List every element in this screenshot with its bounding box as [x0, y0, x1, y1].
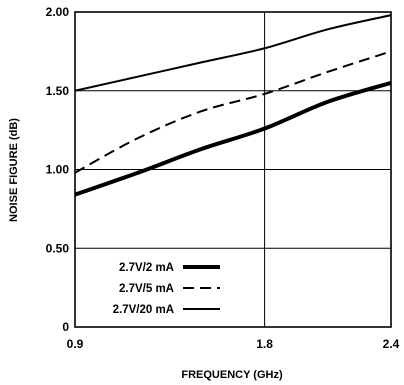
- series-line-3: [74, 14, 392, 92]
- legend-label: 2.7V/5 mA: [119, 283, 174, 295]
- grid-lines: [75, 12, 391, 327]
- y-tick-label: 2.00: [46, 5, 70, 19]
- y-tick-label: 0.50: [46, 241, 70, 255]
- series-line-2: [74, 50, 392, 174]
- series-line-1: [74, 80, 392, 197]
- legend-label: 2.7V/20 mA: [113, 304, 174, 316]
- y-axis-title: NOISE FIGURE (dB): [8, 118, 20, 222]
- y-tick-label: 1.00: [46, 163, 70, 177]
- legend: 2.7V/2 mA 2.7V/5 mA 2.7V/20 mA: [97, 250, 227, 322]
- x-tick-label: 2.4: [383, 337, 400, 351]
- y-tick-label: 0: [62, 320, 69, 334]
- y-tick-label: 1.50: [46, 84, 70, 98]
- x-tick-label: 1.8: [256, 337, 273, 351]
- legend-label: 2.7V/2 mA: [119, 262, 174, 274]
- x-tick-label: 0.9: [67, 337, 84, 351]
- x-axis-title: FREQUENCY (GHz): [181, 369, 283, 381]
- series-lines: [74, 14, 392, 197]
- tick-labels: 0 0.50 1.00 1.50 2.00 0.9 1.8 2.4: [46, 5, 400, 351]
